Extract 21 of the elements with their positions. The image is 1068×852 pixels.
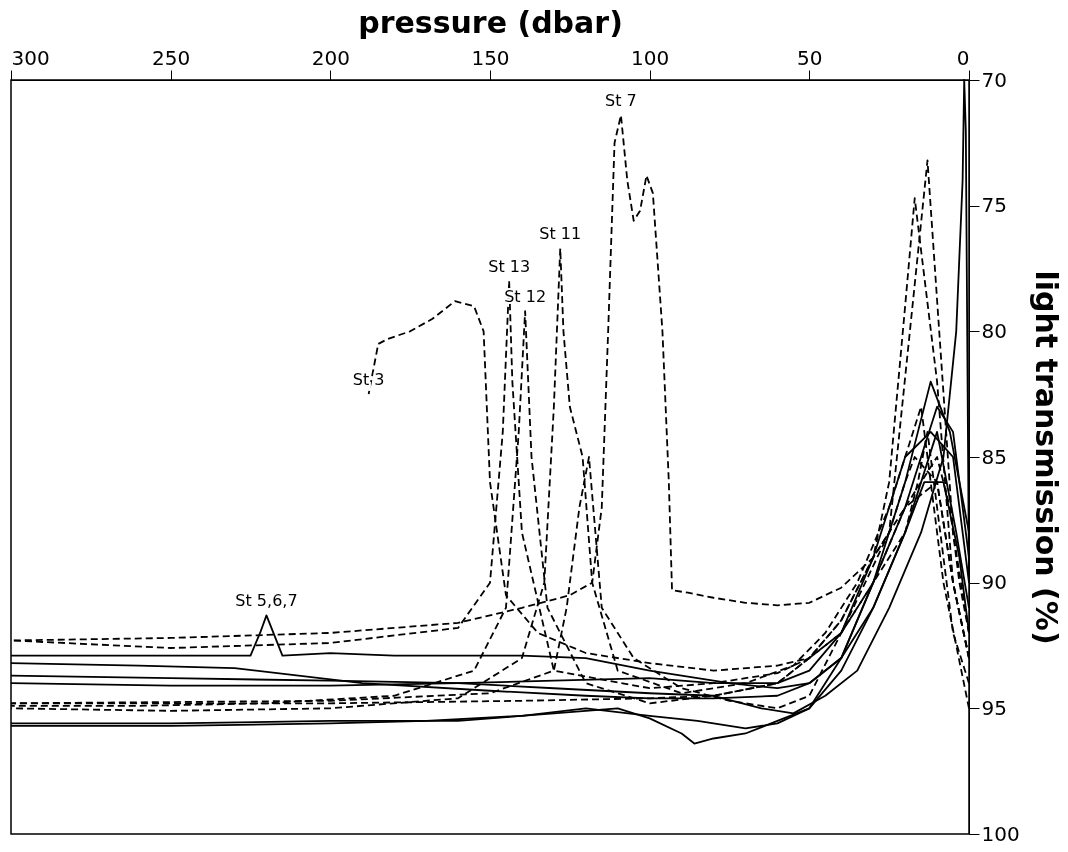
annotation: St 3 <box>352 370 385 390</box>
y-axis-title: light transmission (%) <box>1028 270 1064 645</box>
annotation: St 5,6,7 <box>235 591 298 611</box>
y-tick-label: 80 <box>981 318 1007 343</box>
x-tick-label: 300 <box>11 45 50 70</box>
annotation: St 13 <box>488 257 531 277</box>
annotation: St 11 <box>539 224 582 244</box>
y-tick-label: 100 <box>981 821 1020 846</box>
x-tick-label: 0 <box>956 45 970 70</box>
y-tick-label: 85 <box>981 444 1007 469</box>
y-tick-label: 95 <box>981 695 1007 720</box>
x-tick-label: 250 <box>152 45 191 70</box>
x-tick-label: 200 <box>311 45 350 70</box>
y-tick-label: 75 <box>981 193 1007 218</box>
x-axis-title: pressure (dbar) <box>358 4 623 40</box>
annotation: St 7 <box>605 91 637 111</box>
x-tick-label: 150 <box>471 45 510 70</box>
x-tick-label: 100 <box>631 45 670 70</box>
y-tick-label: 70 <box>981 67 1007 92</box>
y-tick-label: 90 <box>981 570 1007 595</box>
x-tick-label: 50 <box>797 45 823 70</box>
